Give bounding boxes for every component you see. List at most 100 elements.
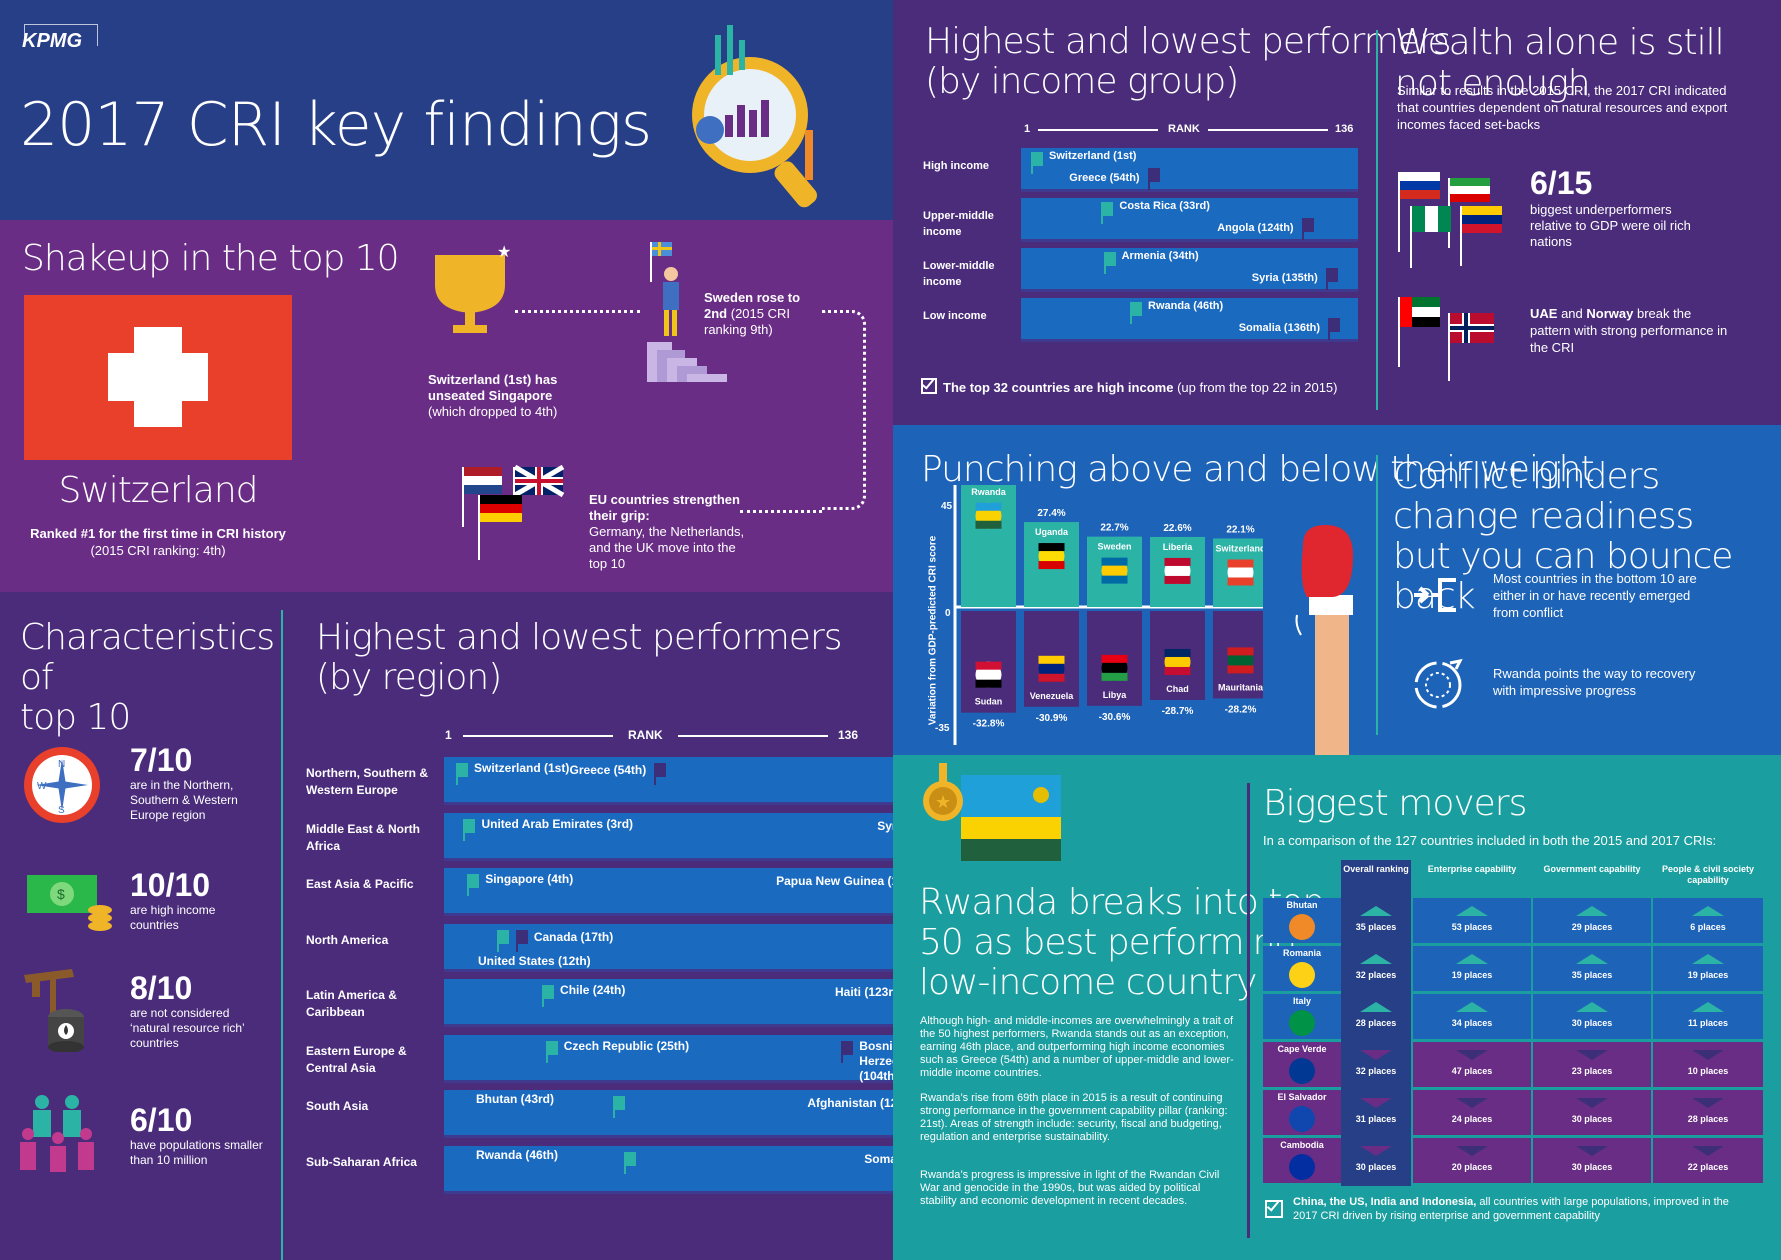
country-flag-stripe [1164,648,1191,657]
bar-category-label: Uganda [1035,527,1069,537]
shakeup-panel: Shakeup in the top 10 Switzerland Ranked… [0,220,893,592]
income-low-label: Greece (54th) [1069,172,1140,184]
conflict-item-1: Most countries in the bottom 10 are eith… [1493,571,1697,620]
movers-value: 35 places [1571,970,1613,980]
rwanda-para-1: Although high- and middle-incomes are ov… [920,1015,1234,1079]
money-icon: $ [27,875,112,931]
movers-country: Romania [1282,948,1321,958]
bar-category-label: Liberia [1163,542,1194,552]
high-rank-flag-icon [545,1040,558,1063]
movers-value: 30 places [1571,1114,1613,1124]
movers-flag-icon [1289,1106,1315,1132]
income-high-label: Rwanda (46th) [1148,300,1224,312]
rwanda-flag-medal-icon: ★ [923,763,1061,861]
movers-title: Biggest movers [1263,783,1527,824]
svg-text:★: ★ [935,792,951,812]
movers-country: Bhutan [1286,900,1318,910]
country-flag-stripe [1101,557,1128,566]
region-low-label: Papua New Guinea (129th) [776,874,927,888]
oil-pump-icon [24,969,84,1052]
arrow-up-icon [1456,954,1488,964]
axis-end: 136 [838,728,859,742]
region-high-label: Rwanda (46th) [476,1147,559,1162]
country-flag-stripe [1101,654,1128,663]
movers-header: Enterprise capability [1427,864,1517,874]
income-axis-label: RANK [1168,123,1200,135]
country-flag-stripe [975,661,1002,670]
magnifier-chart-icon [692,25,817,208]
region-rows: Northern, Southern & Western Europe Switz… [283,592,989,1260]
country-flag-stripe [1038,673,1065,682]
low-rank-flag-icon [841,1040,854,1063]
bar-category-label: Venezuela [1030,691,1075,701]
income-low-label: Syria (135th) [1251,272,1318,284]
uae-rest: break the pattern with strong performanc… [1530,306,1728,355]
movers-note: China, the US, India and Indonesia, all … [1293,1195,1753,1223]
income-note: The top 32 countries are high income (up… [943,380,1338,395]
country-flag-stripe [1227,647,1254,656]
wealth-title: Wealth alone is still not enough [1395,22,1725,104]
income-rank-bar [1021,248,1358,292]
movers-cell-bg [1653,898,1763,943]
movers-cell-bg [1653,1138,1763,1183]
stat-frac-1: 7/10 [130,742,193,778]
stat-frac-2: 10/10 [130,867,211,903]
eu-flags-icon [462,465,565,560]
movers-value: 23 places [1571,1066,1613,1076]
y-max-label: 45 [941,501,953,512]
country-flag-stripe [1038,543,1065,552]
income-axis-end: 136 [1335,123,1354,135]
movers-cell-bg [1413,1042,1531,1087]
sweden-rank-text: 2nd (2015 CRI ranking 9th) [704,306,814,338]
arrow-down-icon [1456,1146,1488,1156]
movers-value: 30 places [1355,1162,1397,1172]
arrow-down-icon [1360,1098,1392,1108]
movers-subtitle: In a comparison of the 127 countries inc… [1263,833,1717,848]
axis-label: RANK [628,728,663,742]
country-flag-stripe [1227,577,1254,586]
dotted-connector-bottom [740,510,822,513]
movers-value: 22 places [1687,1162,1729,1172]
movers-cell-bg [1653,1042,1763,1087]
stat-text-1: are in the Northern, Southern & Western … [130,778,238,822]
arrow-down-icon [1360,1050,1392,1060]
bar-value-label: 22.1% [1226,524,1254,535]
bar-category-label: Sudan [975,697,1003,707]
sweden-prev-rank: (2015 CRI ranking 9th) [704,306,790,337]
arrow-down-icon [1576,1098,1608,1108]
char-title: Characteristics of top 10 [20,618,283,738]
conflict-title-line1: Conflict hinders change readiness [1393,456,1694,537]
income-low-flag-icon [1147,168,1160,190]
conflict-item-2: Rwanda points the way to recovery with i… [1493,666,1696,698]
arrow-up-icon [1576,906,1608,916]
movers-cell-bg [1533,1090,1651,1135]
rwanda-para-2: Rwanda’s rise from 69th place in 2015 is… [920,1092,1228,1143]
region-row-label: Latin America & Caribbean [306,988,397,1019]
income-high-label: Armenia (34th) [1121,250,1199,262]
income-axis-line-left [1038,129,1158,131]
arrow-up-icon [1692,906,1724,916]
converging-arrows-icon [1414,578,1456,612]
movers-header: Overall ranking [1343,864,1409,874]
region-row-label: Sub-Saharan Africa [306,1154,417,1169]
arrow-down-icon [1576,1050,1608,1060]
movers-cell-bg [1413,898,1531,943]
region-title-line1: Highest and lowest performers [316,617,843,658]
movers-value: 32 places [1355,1066,1397,1076]
income-high-label: Costa Rica (33rd) [1119,200,1210,212]
punching-panel: Punching above and below their weight Va… [893,425,1781,755]
region-row-label: East Asia & Pacific [306,877,414,891]
bar-value-label: 22.7% [1100,523,1128,534]
income-row-label: Low income [923,310,987,322]
region-high-label: Switzerland (1st) [474,761,570,775]
country-flag-stripe [1101,672,1128,681]
compass-icon: N S W [24,747,100,823]
movers-cell-bg [1653,1090,1763,1135]
movers-header: Government capability [1543,864,1641,874]
divider-line-punch [1376,455,1378,735]
region-high-label: United States (12th) [478,953,591,968]
income-low-flag-icon [1301,218,1314,240]
movers-note-rest: all countries with large populations, im… [1293,1196,1729,1222]
income-title-line2: (by income group) [925,61,1239,102]
income-low-label: Angola (124th) [1217,222,1294,234]
